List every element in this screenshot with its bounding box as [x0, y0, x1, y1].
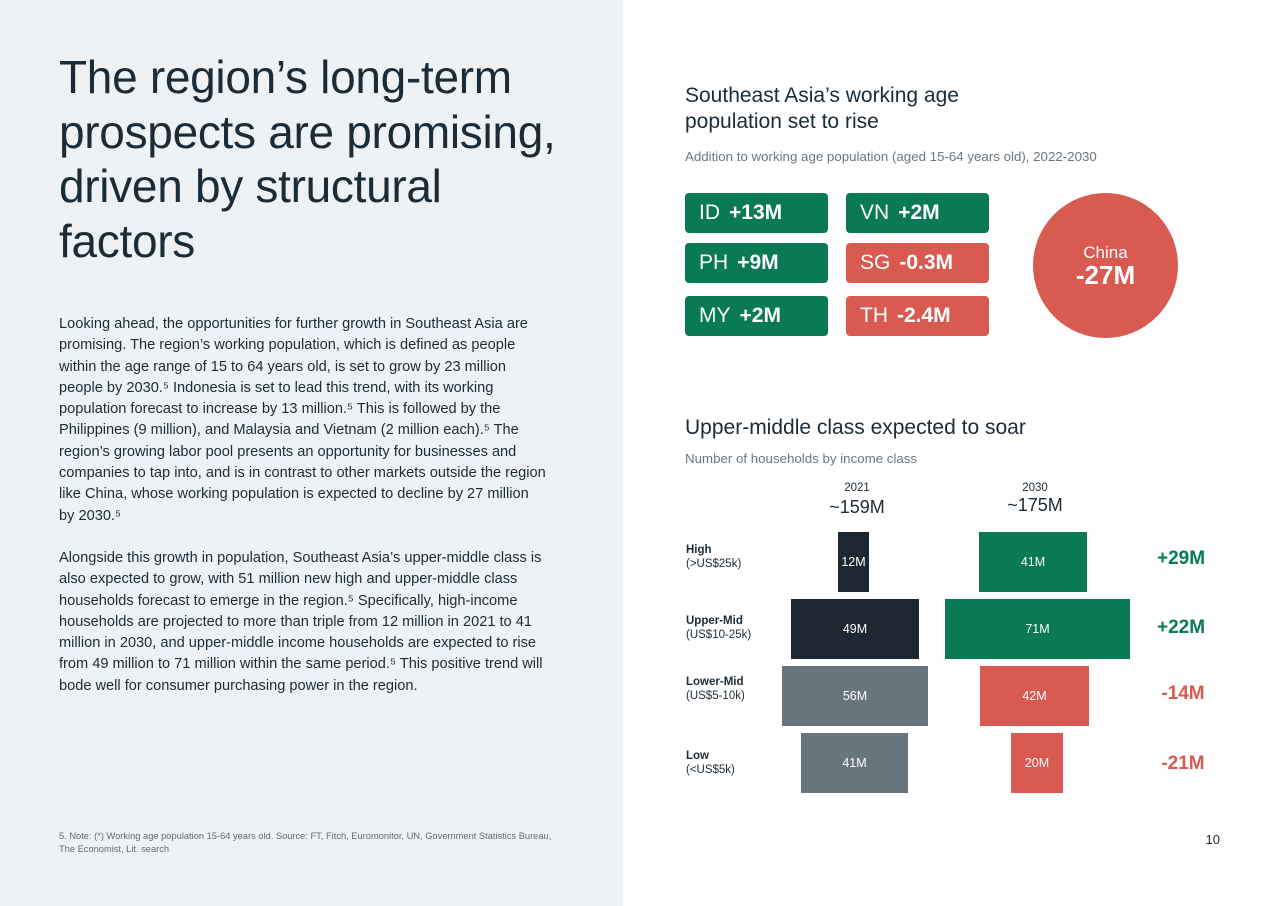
pop-card-value: +9M	[737, 251, 779, 274]
row-label-range: (US$5-10k)	[686, 690, 745, 702]
pop-card-vn: VN +2M	[846, 193, 989, 233]
pop-card-code: VN	[860, 201, 890, 224]
bar-2021-high: 12M	[838, 532, 869, 592]
bar-2021-lower-mid: 56M	[782, 666, 928, 726]
delta-low: -21M	[1161, 753, 1205, 774]
page-title: The region’s long-term prospects are pro…	[59, 51, 556, 267]
pop-card-value: -0.3M	[899, 251, 954, 274]
left-panel: The region’s long-term prospects are pro…	[0, 0, 623, 906]
china-circle: China -27M	[1033, 193, 1178, 338]
pop-card-ph: PH +9M	[685, 243, 828, 283]
pop-card-id: ID +13M	[685, 193, 828, 233]
row-label-lower-mid: Lower-Mid (US$5-10k)	[686, 675, 745, 703]
china-value: -27M	[1075, 259, 1136, 290]
body-paragraph-2: Alongside this growth in population, Sou…	[59, 550, 543, 694]
income-class-subtitle: Number of households by income class	[685, 451, 918, 466]
body-paragraph-1: Looking ahead, the opportunities for fur…	[59, 316, 546, 524]
pop-card-code: TH	[860, 304, 888, 327]
china-label: China	[1083, 242, 1128, 262]
row-label-range: (>US$25k)	[686, 558, 742, 570]
year-label-2021: 2021	[844, 482, 870, 494]
footnote: 5. Note: (*) Working age population 15-6…	[59, 831, 552, 854]
delta-lower-mid: -14M	[1161, 683, 1205, 704]
row-label-range: (<US$5k)	[686, 764, 735, 776]
population-title: Southeast Asia’s working age population …	[685, 84, 959, 133]
delta-upper-mid: +22M	[1156, 617, 1206, 638]
population-subtitle: Addition to working age population (aged…	[685, 149, 1097, 164]
pop-card-sg: SG -0.3M	[846, 243, 989, 283]
page-number: 10	[1205, 832, 1220, 847]
row-label-range: (US$10-25k)	[686, 629, 752, 641]
bar-2021-upper-mid: 49M	[791, 599, 919, 659]
pop-card-value: +2M	[898, 201, 940, 224]
row-label-name: High	[686, 544, 712, 556]
pop-card-code: MY	[699, 304, 731, 327]
year-label-2030: 2030	[1022, 482, 1048, 494]
row-label-upper-mid: Upper-Mid (US$10-25k)	[686, 614, 751, 642]
row-label-low: Low (<US$5k)	[686, 749, 735, 777]
pop-card-my: MY +2M	[685, 296, 828, 336]
year-total-2021: ~159M	[829, 497, 885, 517]
bar-2030-low: 20M	[1011, 733, 1063, 793]
row-label-name: Upper-Mid	[686, 615, 743, 627]
bar-2030-high: 41M	[979, 532, 1087, 592]
delta-high: +29M	[1156, 548, 1206, 569]
bar-2021-low: 41M	[801, 733, 908, 793]
pop-card-value: +2M	[739, 304, 781, 327]
bar-2030-upper-mid: 71M	[945, 599, 1130, 659]
row-label-name: Low	[686, 750, 709, 762]
row-label-high: High (>US$25k)	[686, 543, 741, 571]
pop-card-th: TH -2.4M	[846, 296, 989, 336]
pop-card-value: -2.4M	[897, 304, 951, 327]
pop-card-value: +13M	[729, 201, 783, 224]
income-class-title: Upper-middle class expected to soar	[685, 416, 1026, 439]
bar-2030-lower-mid: 42M	[980, 666, 1089, 726]
row-label-name: Lower-Mid	[686, 676, 744, 688]
pop-card-code: ID	[699, 201, 720, 224]
pop-card-code: PH	[699, 251, 729, 274]
year-total-2030: ~175M	[1007, 495, 1063, 515]
pop-card-code: SG	[860, 251, 891, 274]
